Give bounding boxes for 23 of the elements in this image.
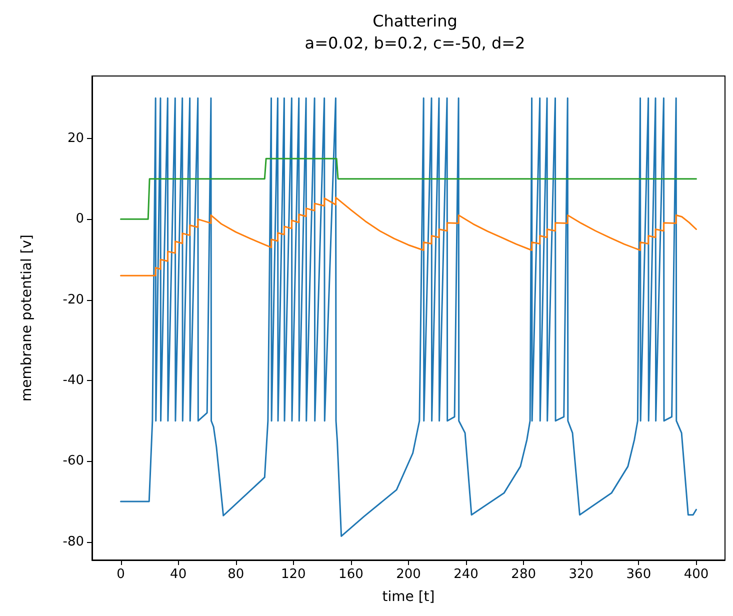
x-axis-title: time [t] [382,589,435,605]
x-tick-label: 400 [684,567,709,582]
y-tick-label: -60 [62,454,84,469]
x-tick-label: 80 [228,567,244,582]
x-tick-label: 40 [170,567,187,582]
chart-subtitle: a=0.02, b=0.2, c=-50, d=2 [304,34,526,52]
x-tick-label: 160 [338,567,364,582]
x-tick-label: 0 [116,567,125,582]
x-tick-label: 240 [454,567,478,582]
y-tick-label: -80 [62,534,84,550]
x-tick-label: 320 [568,567,594,582]
line-series [120,196,697,276]
y-tick-label: -20 [62,292,84,308]
x-tick-label: 200 [396,567,421,582]
y-tick-label: 0 [76,212,84,227]
y-tick-label: 20 [67,131,84,146]
line-series [120,97,697,537]
y-tick-label: -40 [62,373,84,388]
x-tick-label: 280 [511,567,536,582]
x-tick-label: 360 [626,567,652,582]
x-tick-label: 120 [280,567,306,582]
chart-title: Chattering [372,12,458,30]
y-axis-title: membrane potential [v] [19,234,35,402]
